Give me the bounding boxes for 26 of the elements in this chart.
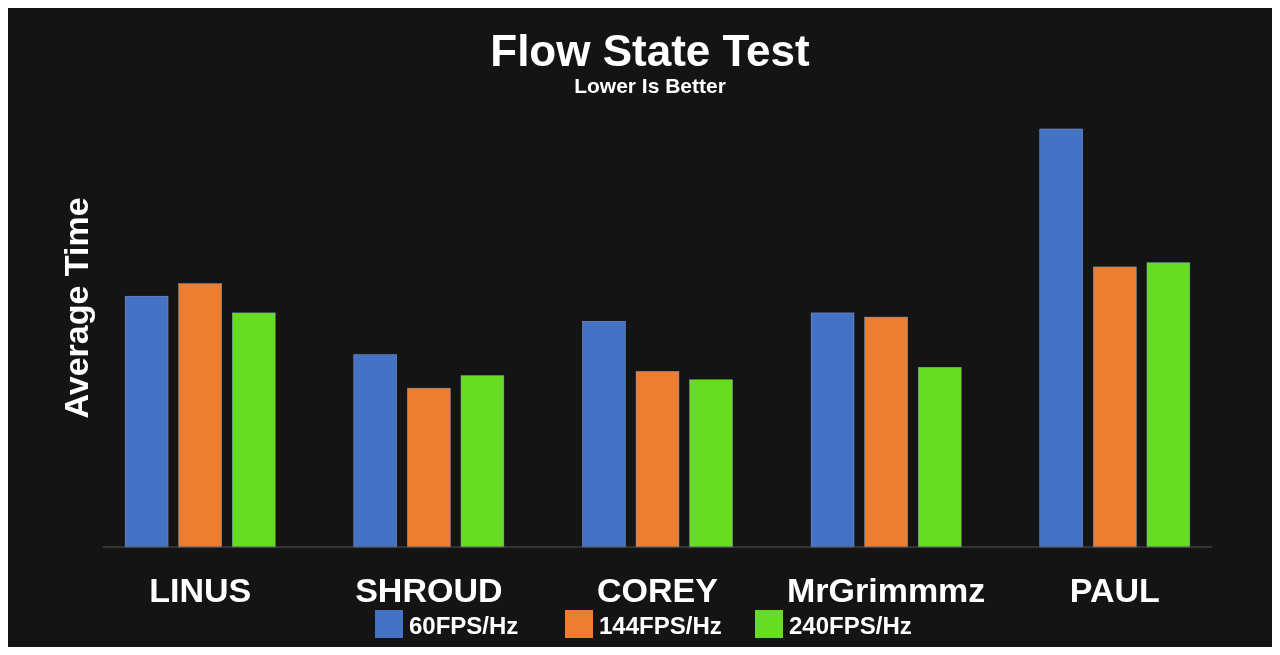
legend-label: 144FPS/Hz [599, 612, 722, 639]
chart-subtitle: Lower Is Better [574, 74, 726, 97]
legend-label: 240FPS/Hz [789, 612, 912, 639]
bar [864, 316, 908, 548]
x-tick-label: MrGrimmmz [786, 571, 986, 609]
chart-title: Flow State Test [490, 26, 811, 75]
bar [1039, 128, 1083, 548]
bar [635, 371, 680, 548]
x-tick-label: COREY [597, 571, 719, 609]
x-tick-label: PAUL [1069, 571, 1160, 609]
bar [689, 379, 733, 548]
x-tick-label: LINUS [149, 571, 252, 609]
bar [1093, 266, 1137, 548]
bar [124, 295, 169, 548]
bar [460, 375, 505, 548]
bar [353, 354, 397, 548]
y-axis-title: Average Time [57, 197, 95, 419]
bar [582, 321, 626, 548]
bar [407, 387, 451, 548]
bar [1146, 262, 1191, 548]
bar [232, 312, 276, 548]
legend-label: 60FPS/Hz [409, 612, 519, 639]
bar [178, 283, 222, 548]
bar [810, 312, 855, 548]
bar [918, 367, 962, 548]
x-tick-label: SHROUD [355, 571, 503, 609]
